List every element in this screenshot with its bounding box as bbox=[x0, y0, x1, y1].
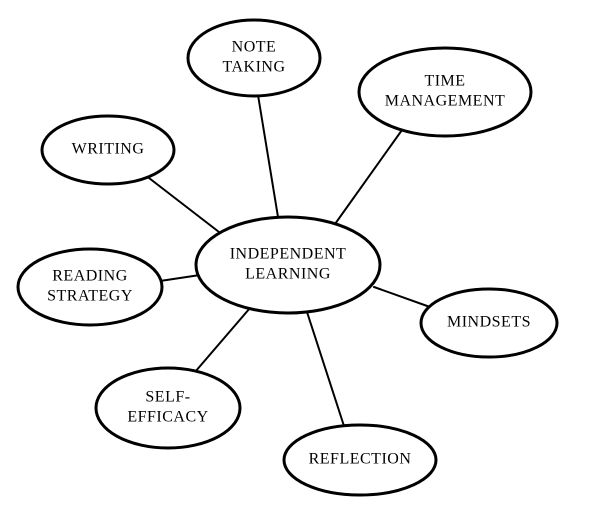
mindmap-diagram: Independent Learning Note Taking Time Managem… bbox=[0, 0, 601, 513]
edge-writing bbox=[149, 178, 219, 232]
edge-reading-strategy bbox=[160, 275, 200, 281]
node-label-time-management: Management bbox=[385, 93, 506, 110]
node-label-note-taking: Note bbox=[232, 39, 277, 56]
node-label-reading-strategy: Reading bbox=[52, 268, 128, 285]
node-label-note-taking: Taking bbox=[222, 59, 285, 76]
node-reading-strategy: Reading Strategy bbox=[18, 249, 162, 325]
node-note-taking: Note Taking bbox=[188, 20, 320, 96]
node-mindsets: Mindsets bbox=[421, 289, 557, 357]
edge-time-management bbox=[335, 130, 402, 224]
node-reflection: Reflection bbox=[284, 425, 436, 495]
node-label-reading-strategy: Strategy bbox=[47, 288, 133, 305]
node-self-efficacy: Self- Efficacy bbox=[96, 368, 240, 448]
node-label-reflection: Reflection bbox=[309, 451, 412, 468]
node-label-center: Learning bbox=[245, 266, 331, 283]
node-label-time-management: Time bbox=[424, 73, 465, 90]
edge-reflection bbox=[307, 312, 344, 426]
node-center: Independent Learning bbox=[196, 217, 380, 313]
node-label-center: Independent bbox=[230, 246, 347, 263]
edge-note-taking bbox=[258, 95, 278, 217]
edge-mindsets bbox=[374, 287, 430, 307]
edge-self-efficacy bbox=[195, 308, 250, 372]
node-label-self-efficacy: Efficacy bbox=[127, 409, 208, 426]
node-label-self-efficacy: Self- bbox=[145, 389, 190, 406]
node-writing: Writing bbox=[42, 116, 174, 184]
node-label-mindsets: Mindsets bbox=[447, 314, 531, 331]
node-time-management: Time Management bbox=[359, 48, 531, 136]
node-label-writing: Writing bbox=[72, 141, 145, 158]
